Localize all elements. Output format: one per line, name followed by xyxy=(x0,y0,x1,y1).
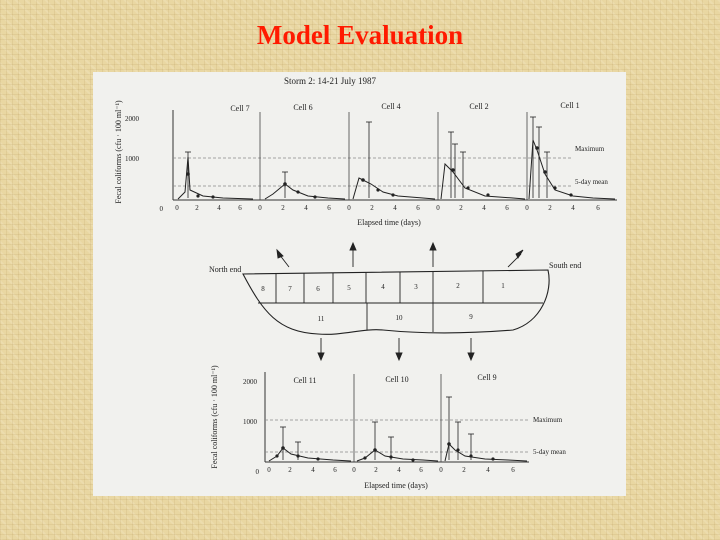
figure-caption: Storm 2: 14-21 July 1987 xyxy=(284,76,377,86)
map-arrows-down xyxy=(317,338,475,362)
top-xtick: 0 xyxy=(347,204,351,212)
top-legend-max: Maximum xyxy=(575,145,605,153)
top-cell-label-3: Cell 4 xyxy=(381,102,400,111)
figure-diagram: Storm 2: 14-21 July 1987 Fecal coliforms… xyxy=(114,76,617,490)
top-xtick: 4 xyxy=(393,204,397,212)
top-xtick: 6 xyxy=(596,204,600,212)
top-xtick: 2 xyxy=(548,204,552,212)
bottom-xtick: 4 xyxy=(311,466,315,474)
top-legend-mean: 5-day mean xyxy=(575,178,608,186)
top-xtick: 0 xyxy=(175,204,179,212)
bottom-ytick-2000: 2000 xyxy=(243,378,258,386)
bottom-x-ticks: 0 2 4 6 0 2 4 6 0 2 4 6 xyxy=(267,466,515,474)
map-north-label: North end xyxy=(209,265,241,274)
bottom-ytick-0: 0 xyxy=(256,468,260,476)
top-xtick: 0 xyxy=(436,204,440,212)
bottom-cell-label-1: Cell 11 xyxy=(293,376,316,385)
map-cell-6: 6 xyxy=(316,285,320,293)
bottom-cell-label-2: Cell 10 xyxy=(385,375,408,384)
top-ytick-1000: 1000 xyxy=(125,155,140,163)
top-traces xyxy=(177,139,616,200)
map-cell-3: 3 xyxy=(414,283,418,291)
top-ytick-0: 0 xyxy=(160,205,164,213)
map-cell-2: 2 xyxy=(456,282,460,290)
bottom-xtick: 6 xyxy=(419,466,423,474)
bottom-xlabel: Elapsed time (days) xyxy=(364,481,428,490)
map-cell-dividers xyxy=(275,271,484,332)
top-xtick: 2 xyxy=(195,204,199,212)
map-cell-7: 7 xyxy=(288,285,292,293)
bottom-legend-mean: 5-day mean xyxy=(533,448,566,456)
top-x-ticks: 0 2 4 6 0 2 4 6 0 2 4 6 0 2 4 6 0 2 4 6 xyxy=(175,204,600,212)
top-xtick: 4 xyxy=(571,204,575,212)
bottom-legend-max: Maximum xyxy=(533,416,563,424)
bottom-xtick: 4 xyxy=(486,466,490,474)
bottom-error-bars xyxy=(280,396,474,460)
top-xtick: 4 xyxy=(217,204,221,212)
top-xtick: 6 xyxy=(327,204,331,212)
bottom-traces xyxy=(268,443,528,462)
slide-title: Model Evaluation xyxy=(256,20,464,50)
top-xtick: 2 xyxy=(370,204,374,212)
bottom-panel: Fecal coliforms (cfu · 100 ml⁻¹) 2000 10… xyxy=(210,365,566,490)
top-cell-label-1: Cell 7 xyxy=(230,104,249,113)
bottom-xtick: 0 xyxy=(439,466,443,474)
top-xtick: 4 xyxy=(304,204,308,212)
top-xtick: 2 xyxy=(459,204,463,212)
scanned-figure: Storm 2: 14-21 July 1987 Fecal coliforms… xyxy=(93,72,626,496)
bottom-xtick: 2 xyxy=(462,466,466,474)
map-cell-10: 10 xyxy=(396,314,404,322)
map-arrows-up xyxy=(276,241,524,268)
top-error-bars xyxy=(185,116,550,198)
map-cell-5: 5 xyxy=(347,284,351,292)
top-xtick: 6 xyxy=(505,204,509,212)
top-points xyxy=(186,146,573,199)
top-xtick: 0 xyxy=(258,204,262,212)
map-cell-9: 9 xyxy=(469,313,473,321)
bottom-xtick: 0 xyxy=(352,466,356,474)
bottom-ylabel: Fecal coliforms (cfu · 100 ml⁻¹) xyxy=(210,365,219,469)
bottom-xtick: 0 xyxy=(267,466,271,474)
map-cell-11: 11 xyxy=(318,315,325,323)
top-cell-label-5: Cell 1 xyxy=(560,101,579,110)
top-xlabel: Elapsed time (days) xyxy=(357,218,421,227)
map-cell-8: 8 xyxy=(261,285,265,293)
top-cell-label-2: Cell 6 xyxy=(293,103,312,112)
top-xtick: 6 xyxy=(238,204,242,212)
bottom-cell-label-3: Cell 9 xyxy=(477,373,496,382)
top-xtick: 6 xyxy=(416,204,420,212)
map-cell-numbers: 8 7 6 5 4 3 2 1 11 10 9 xyxy=(261,282,505,323)
lake-map: North end South end 8 7 6 5 4 xyxy=(209,241,581,362)
bottom-xtick: 2 xyxy=(288,466,292,474)
bottom-ytick-1000: 1000 xyxy=(243,418,258,426)
top-ylabel: Fecal coliforms (cfu · 100 ml⁻¹) xyxy=(114,100,123,204)
top-ytick-2000: 2000 xyxy=(125,115,140,123)
bottom-xtick: 4 xyxy=(397,466,401,474)
top-xtick: 4 xyxy=(482,204,486,212)
map-south-label: South end xyxy=(549,261,581,270)
bottom-xtick: 2 xyxy=(374,466,378,474)
bottom-xtick: 6 xyxy=(511,466,515,474)
top-cell-label-4: Cell 2 xyxy=(469,102,488,111)
top-panel: Fecal coliforms (cfu · 100 ml⁻¹) 2000 10… xyxy=(114,100,617,227)
bottom-points xyxy=(275,442,495,462)
map-cell-1: 1 xyxy=(501,282,505,290)
bottom-xtick: 6 xyxy=(333,466,337,474)
top-xtick: 0 xyxy=(525,204,529,212)
top-xtick: 2 xyxy=(281,204,285,212)
map-cell-4: 4 xyxy=(381,283,385,291)
map-outline xyxy=(242,269,550,335)
